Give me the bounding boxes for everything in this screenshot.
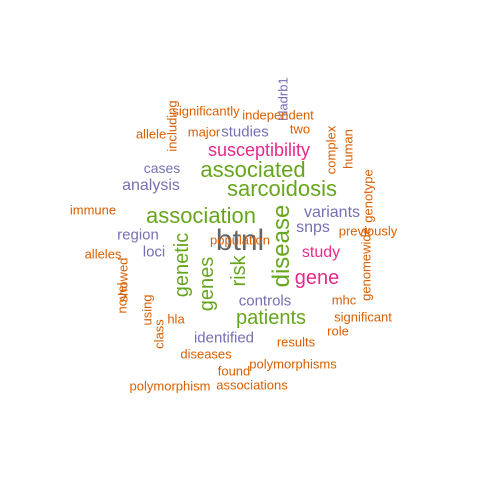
word-region: region [117, 226, 159, 244]
word-found: found [217, 363, 251, 379]
word-genetic: genetic [171, 232, 193, 298]
word-snps: snps [296, 219, 330, 236]
word-polymorphisms: polymorphisms [249, 356, 337, 372]
word-allele: allele [135, 126, 167, 142]
word-variants: variants [303, 204, 361, 221]
word-significant: significant [334, 309, 392, 325]
word-btnl: btnl [215, 224, 265, 257]
word-population: population [210, 232, 270, 248]
word-human: human [340, 129, 356, 169]
word-cases: cases [143, 160, 181, 176]
word-alleles: alleles [84, 246, 122, 262]
word-associations: associations [216, 377, 288, 393]
word-class: class [151, 319, 167, 349]
word-loci: loci [142, 243, 166, 261]
word-disease: disease [268, 204, 295, 288]
word-complex: complex [323, 125, 339, 175]
word-identified: identified [193, 329, 255, 347]
word-associated: associated [200, 157, 306, 182]
word-genotype: genotype [360, 169, 376, 223]
word-mhc: mhc [331, 292, 357, 308]
word-two: two [289, 121, 311, 137]
word-sarcoidosis: sarcoidosis [226, 176, 338, 201]
word-diseases: diseases [180, 346, 232, 362]
word-study: study [301, 244, 341, 261]
word-susceptibility: susceptibility [207, 140, 311, 160]
word-hla: hla [167, 311, 185, 327]
word-controls: controls [238, 292, 292, 310]
word-analysis: analysis [122, 177, 180, 194]
word-risk: risk [228, 255, 250, 287]
word-immune: immune [69, 202, 117, 218]
word-results: results [276, 334, 316, 350]
word-polymorphism: polymorphism [129, 378, 211, 394]
word-gene: gene [294, 267, 340, 289]
word-association: association [145, 203, 257, 228]
word-patients: patients [235, 307, 307, 329]
word-major: major [187, 124, 221, 140]
word-previously: previously [338, 223, 398, 239]
word-significantly: significantly [172, 103, 240, 119]
word-role: role [327, 323, 349, 339]
word-novel: novel [114, 282, 130, 314]
word-genomewide: genomewide [358, 227, 374, 301]
word-independent: independent [242, 107, 314, 123]
word-studies: studies [221, 123, 269, 141]
word-genes: genes [196, 256, 218, 312]
word-including: including [164, 100, 180, 152]
